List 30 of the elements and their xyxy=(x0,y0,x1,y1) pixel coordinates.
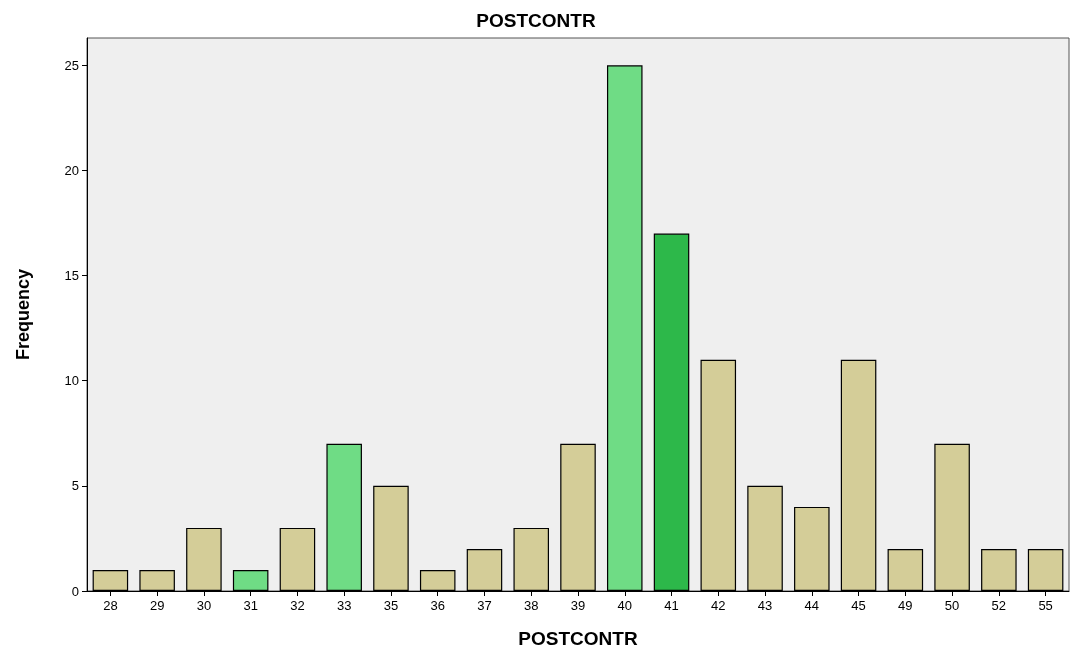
y-tick-label: 10 xyxy=(64,373,79,389)
x-axis-title: POSTCONTR xyxy=(518,628,638,649)
x-tick-label: 28 xyxy=(103,598,118,613)
x-tick-label: 55 xyxy=(1038,598,1053,613)
y-tick-label: 20 xyxy=(64,162,79,178)
x-tick-label: 43 xyxy=(757,598,773,613)
x-tick-label: 37 xyxy=(477,598,492,613)
y-axis-title: Frequency xyxy=(13,268,33,361)
y-tick-label: 15 xyxy=(64,268,79,284)
y-tick-label: 0 xyxy=(71,583,79,599)
x-tick-label: 32 xyxy=(290,598,305,613)
y-tick-label: 5 xyxy=(71,478,79,494)
x-tick-label: 40 xyxy=(617,598,632,613)
y-tick-label: 25 xyxy=(64,57,79,73)
x-tick-label: 33 xyxy=(336,598,352,613)
x-tick-label: 35 xyxy=(383,598,399,613)
x-tick-label: 42 xyxy=(711,598,726,613)
x-tick-label: 41 xyxy=(664,598,679,613)
x-tick-label: 39 xyxy=(570,598,586,613)
chart-title: POSTCONTR xyxy=(476,10,596,31)
x-tick-label: 49 xyxy=(898,598,913,613)
x-tick-label: 44 xyxy=(804,598,820,613)
x-tick-label: 50 xyxy=(944,598,960,613)
x-tick-label: 29 xyxy=(149,598,165,613)
x-tick-label: 45 xyxy=(851,598,866,613)
x-tick-label: 52 xyxy=(991,598,1007,613)
x-tick-label: 31 xyxy=(243,598,258,613)
x-tick-label: 36 xyxy=(430,598,445,613)
x-tick-label: 30 xyxy=(196,598,212,613)
x-tick-label: 38 xyxy=(524,598,539,613)
